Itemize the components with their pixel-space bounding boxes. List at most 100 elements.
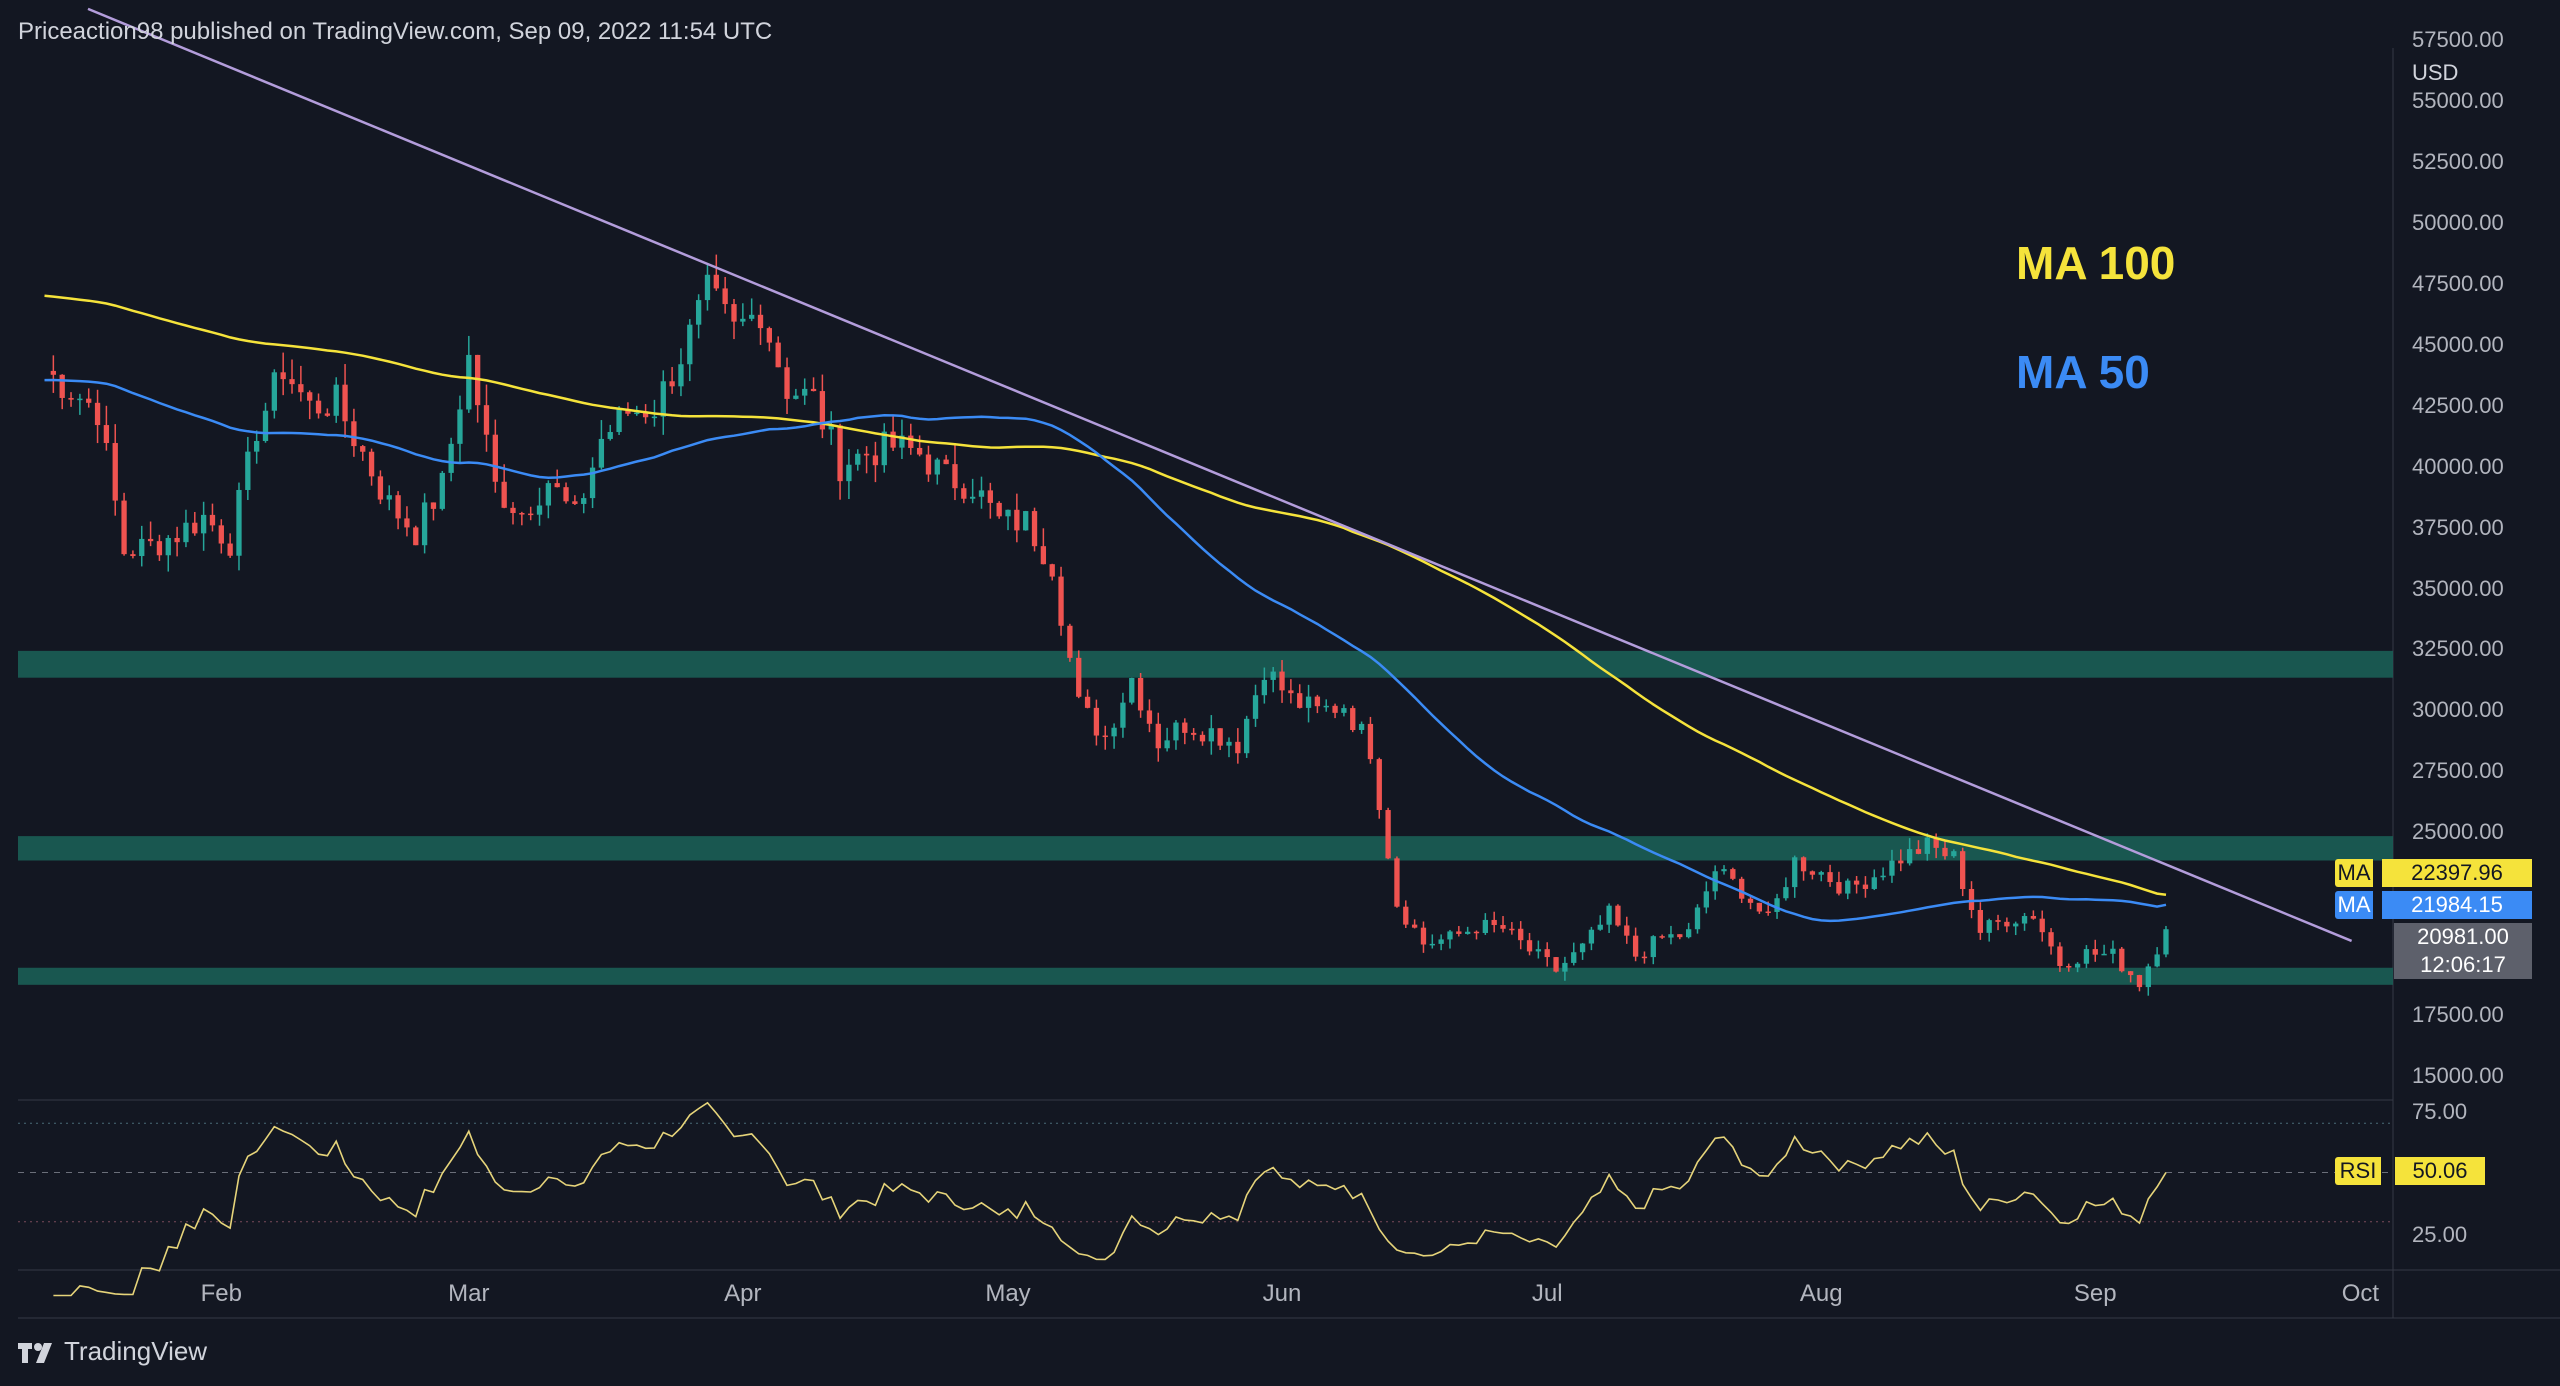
candle (2101, 944, 2107, 956)
candle (174, 526, 180, 557)
candle-body (236, 489, 242, 556)
tradingview-brand[interactable]: TradingView (18, 1336, 207, 1367)
candle (2154, 947, 2160, 968)
candle (1898, 849, 1904, 872)
candle (1190, 728, 1197, 741)
candle-body (1862, 884, 1869, 889)
candle (1739, 876, 1745, 904)
candle (2021, 912, 2028, 931)
candle-body (802, 388, 808, 396)
candle (1747, 895, 1754, 910)
candle-body (1535, 949, 1542, 952)
candle-body (2030, 916, 2037, 919)
candle (545, 480, 552, 519)
candle-body (2145, 966, 2151, 988)
candle-body (519, 513, 525, 515)
candle-body (2119, 948, 2125, 972)
candle (68, 392, 74, 407)
candle (413, 525, 419, 546)
candle-body (1783, 887, 1789, 899)
candle (315, 393, 322, 419)
price-tick: 37500.00 (2412, 514, 2504, 540)
candle (77, 393, 83, 415)
candle-body (324, 413, 331, 416)
candle-body (1721, 869, 1727, 872)
candle (1385, 807, 1391, 860)
candle-body (1429, 943, 1435, 946)
candle (943, 454, 949, 465)
candle-body (1518, 928, 1524, 941)
candle (1252, 684, 1259, 727)
candle-body (77, 398, 83, 401)
candle (1783, 877, 1789, 901)
candle-body (492, 434, 498, 482)
candle (1173, 720, 1179, 750)
candle-body (1880, 875, 1886, 878)
candle (978, 476, 985, 509)
candle-body (1111, 727, 1117, 737)
candle-body (598, 438, 605, 468)
candle-body (59, 374, 65, 398)
candle-body (466, 354, 472, 410)
candle (1482, 913, 1488, 935)
candle-body (1005, 509, 1011, 517)
candle-body (1199, 734, 1206, 742)
candle (925, 445, 932, 482)
candle-body (2127, 971, 2134, 976)
candle-body (625, 409, 631, 414)
candle (961, 483, 967, 504)
candle (1102, 725, 1108, 750)
candle (1632, 927, 1639, 962)
candle-body (1367, 723, 1374, 760)
candle (1137, 673, 1144, 718)
candle (1270, 667, 1276, 693)
candle (510, 502, 516, 525)
candle-body (1014, 509, 1020, 531)
candle (1880, 867, 1886, 881)
candle (1199, 731, 1206, 746)
candle-body (86, 398, 92, 403)
candle (1809, 870, 1816, 880)
price-tick: 50000.00 (2412, 209, 2504, 235)
candle (1968, 881, 1975, 919)
candle-body (545, 483, 552, 506)
candle-body (899, 435, 905, 448)
candle (94, 389, 101, 444)
candle-body (943, 459, 949, 465)
candle (1120, 692, 1126, 738)
candle (351, 408, 357, 457)
ma50-line (44, 378, 2167, 923)
candle-body (2013, 923, 2019, 927)
candle-body (457, 409, 463, 444)
candle-body (828, 425, 834, 430)
candle (1827, 864, 1833, 887)
descending-trendline (87, 7, 2353, 943)
candle (377, 470, 384, 505)
candle-body (766, 328, 773, 343)
candle (2030, 910, 2037, 920)
candle-body (245, 451, 251, 490)
price-tick: 35000.00 (2412, 575, 2504, 601)
candle-body (890, 431, 896, 448)
candle (192, 511, 198, 536)
candle-body (1641, 956, 1648, 959)
time-tick: Oct (2341, 1280, 2380, 1307)
candle (1641, 951, 1648, 964)
candle (819, 374, 826, 439)
candle-body (740, 318, 746, 322)
candle (395, 491, 401, 530)
candle (1960, 847, 1966, 897)
candle (1845, 878, 1851, 900)
sr-zone-1 (18, 836, 2393, 861)
candle-body (2092, 949, 2098, 955)
candle-body (607, 432, 613, 439)
candle-body (572, 501, 578, 504)
candle (1924, 833, 1930, 861)
candle (1093, 699, 1100, 746)
candle-body (1155, 723, 1161, 749)
candle (227, 533, 233, 558)
candle-body (1624, 925, 1630, 936)
candle-body (1084, 696, 1091, 708)
candle-body (846, 464, 852, 482)
